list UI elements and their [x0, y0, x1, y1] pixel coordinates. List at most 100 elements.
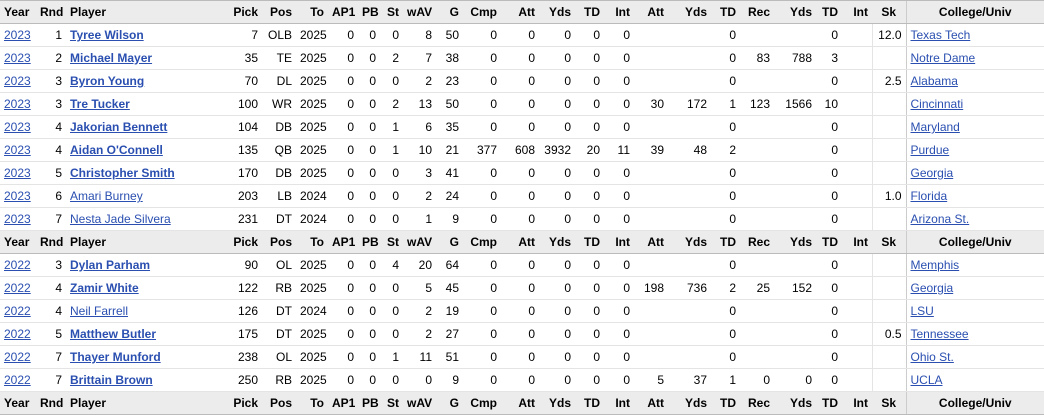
- cell: [842, 92, 872, 116]
- college-link[interactable]: Ohio St.: [910, 350, 954, 364]
- college-link[interactable]: Alabama: [910, 74, 958, 88]
- header-cell: Int: [842, 230, 872, 254]
- header-cell: Att: [501, 0, 539, 24]
- year-link[interactable]: 2022: [4, 258, 31, 272]
- cell: 2025: [296, 138, 328, 162]
- cell: 4: [36, 138, 66, 162]
- college-link[interactable]: Notre Dame: [910, 51, 976, 65]
- cell: 0: [501, 69, 539, 93]
- cell: 135: [228, 138, 262, 162]
- cell: Memphis: [905, 253, 1044, 277]
- year-link[interactable]: 2023: [4, 143, 31, 157]
- year-link[interactable]: 2023: [4, 28, 31, 42]
- header-cell: Cmp: [463, 0, 501, 24]
- player-link[interactable]: Christopher Smith: [70, 166, 175, 180]
- cell: Alabama: [905, 69, 1044, 93]
- cell: 0: [463, 299, 501, 323]
- player-link[interactable]: Jakorian Bennett: [70, 120, 168, 134]
- player-link[interactable]: Amari Burney: [70, 189, 143, 203]
- player-link[interactable]: Brittain Brown: [70, 373, 153, 387]
- data-row: 2022 4 Zamir White 122 RB 2025 0 0 0 5 45 0 0 0 0 0 198 7…: [0, 276, 1044, 300]
- cell: 0: [463, 46, 501, 70]
- college-link[interactable]: Cincinnati: [910, 97, 964, 111]
- cell: 13: [403, 92, 436, 116]
- header-cell: College/Univ: [905, 230, 1044, 254]
- cell: 0: [539, 161, 575, 185]
- cell: 2: [403, 322, 436, 346]
- header-cell: G: [436, 230, 463, 254]
- cell: 238: [228, 345, 262, 369]
- college-link[interactable]: Florida: [910, 189, 948, 203]
- college-link[interactable]: LSU: [910, 304, 934, 318]
- year-link[interactable]: 2023: [4, 74, 31, 88]
- college-link[interactable]: Georgia: [910, 281, 954, 295]
- cell: [668, 253, 711, 277]
- cell: 0: [358, 322, 380, 346]
- year-link[interactable]: 2023: [4, 166, 31, 180]
- cell: 9: [436, 207, 463, 231]
- cell: 0: [358, 253, 380, 277]
- year-link[interactable]: 2022: [4, 304, 31, 318]
- player-link[interactable]: Dylan Parham: [70, 258, 151, 272]
- college-link[interactable]: UCLA: [910, 373, 943, 387]
- year-link[interactable]: 2023: [4, 97, 31, 111]
- player-link[interactable]: Michael Mayer: [70, 51, 153, 65]
- cell: Texas Tech: [905, 23, 1044, 47]
- header-cell: St: [380, 391, 403, 415]
- header-cell: Att: [501, 230, 539, 254]
- cell: [842, 299, 872, 323]
- player-link[interactable]: Matthew Butler: [70, 327, 157, 341]
- cell: 0: [816, 299, 842, 323]
- cell: [668, 184, 711, 208]
- year-link[interactable]: 2022: [4, 281, 31, 295]
- year-link[interactable]: 2023: [4, 120, 31, 134]
- year-link[interactable]: 2023: [4, 51, 31, 65]
- cell: 0: [711, 23, 740, 47]
- cell: 20: [403, 253, 436, 277]
- cell: 7: [36, 368, 66, 392]
- college-link[interactable]: Texas Tech: [910, 28, 971, 42]
- year-link[interactable]: 2022: [4, 350, 31, 364]
- cell: 0: [501, 368, 539, 392]
- cell: 2023: [0, 23, 36, 47]
- college-link[interactable]: Maryland: [910, 120, 960, 134]
- cell: 6: [403, 115, 436, 139]
- year-link[interactable]: 2023: [4, 189, 31, 203]
- cell: OL: [262, 253, 296, 277]
- player-link[interactable]: Byron Young: [70, 74, 145, 88]
- player-link[interactable]: Thayer Munford: [70, 350, 161, 364]
- cell: 0: [328, 276, 358, 300]
- player-link[interactable]: Neil Farrell: [70, 304, 129, 318]
- cell: 5: [403, 276, 436, 300]
- year-link[interactable]: 2023: [4, 212, 31, 226]
- year-link[interactable]: 2022: [4, 327, 31, 341]
- header-cell: Int: [604, 230, 634, 254]
- cell: 0: [575, 115, 604, 139]
- cell: 3: [403, 161, 436, 185]
- header-cell: Yds: [668, 0, 711, 24]
- player-link[interactable]: Tre Tucker: [70, 97, 130, 111]
- player-link[interactable]: Zamir White: [70, 281, 139, 295]
- cell: Christopher Smith: [66, 161, 228, 185]
- cell: [842, 138, 872, 162]
- college-link[interactable]: Georgia: [910, 166, 954, 180]
- cell: 0: [380, 207, 403, 231]
- cell: 0: [328, 138, 358, 162]
- player-link[interactable]: Tyree Wilson: [70, 28, 144, 42]
- player-link[interactable]: Nesta Jade Silvera: [70, 212, 171, 226]
- cell: 0: [711, 46, 740, 70]
- cell: [774, 69, 816, 93]
- college-link[interactable]: Purdue: [910, 143, 950, 157]
- cell: 64: [436, 253, 463, 277]
- cell: 38: [436, 46, 463, 70]
- cell: OL: [262, 345, 296, 369]
- year-link[interactable]: 2022: [4, 373, 31, 387]
- cell: 0: [328, 69, 358, 93]
- college-link[interactable]: Memphis: [910, 258, 960, 272]
- cell: 0: [539, 92, 575, 116]
- college-link[interactable]: Tennessee: [910, 327, 969, 341]
- player-link[interactable]: Aidan O'Connell: [70, 143, 163, 157]
- college-link[interactable]: Arizona St.: [910, 212, 970, 226]
- cell: 0: [328, 92, 358, 116]
